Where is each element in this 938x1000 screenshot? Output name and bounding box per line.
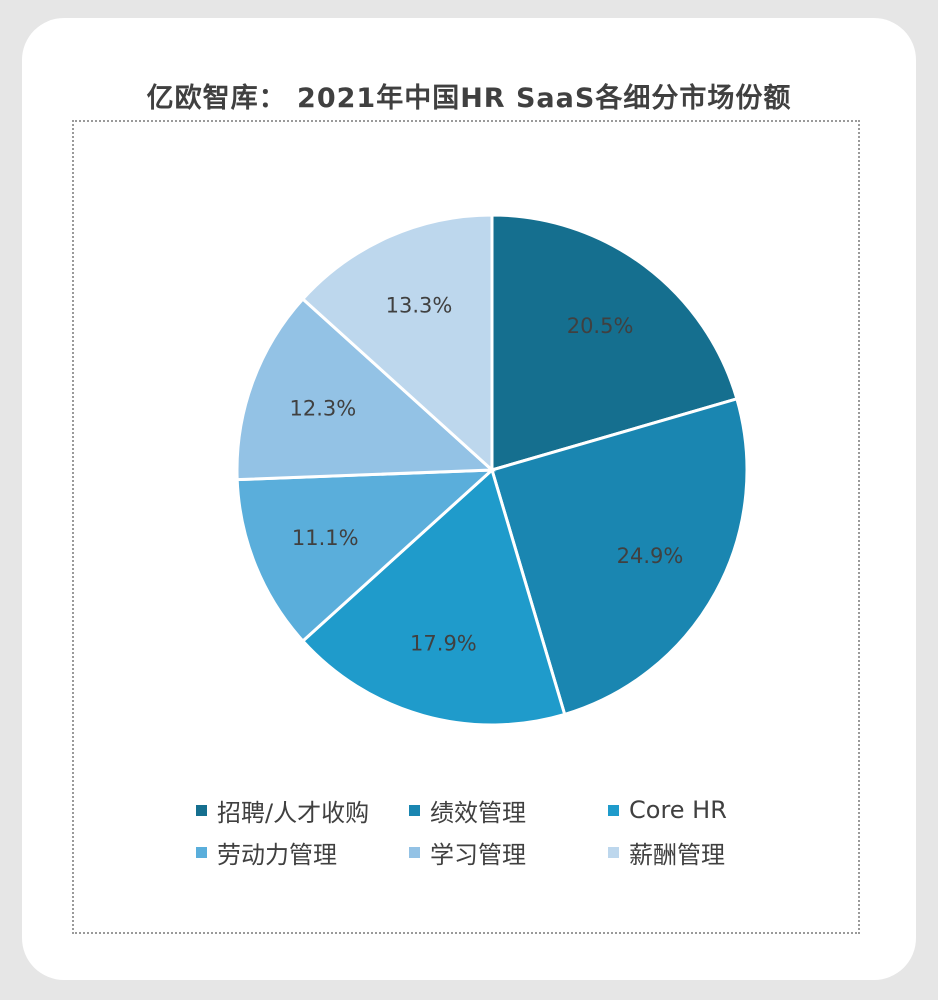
legend-label-4: 学习管理 — [430, 840, 526, 869]
legend-label-5: 薪酬管理 — [629, 840, 725, 869]
slice-label-0: 20.5% — [567, 314, 634, 338]
pie-labels: 20.5% 24.9% 17.9% 11.1% 12.3% 13.3% — [289, 293, 683, 655]
pie-slice-4 — [235, 296, 496, 482]
slice-label-3: 11.1% — [292, 526, 359, 550]
pie-slice-0 — [490, 213, 739, 472]
slice-label-4: 12.3% — [289, 396, 356, 420]
legend-swatch-5 — [608, 846, 619, 858]
pie-slice-5 — [300, 213, 494, 474]
legend-swatch-4 — [409, 846, 420, 858]
legend-item-3: 劳动力管理 — [196, 834, 337, 870]
legend-swatch-1 — [409, 804, 420, 816]
pie-slice-3 — [235, 468, 497, 644]
legend-label-3: 劳动力管理 — [217, 840, 337, 869]
legend-item-0: 招聘/人才收购 — [196, 792, 369, 828]
legend-label-2: Core HR — [629, 796, 727, 824]
plot-area — [72, 120, 860, 934]
legend-item-5: 薪酬管理 — [608, 834, 725, 870]
legend-label-1: 绩效管理 — [430, 798, 526, 827]
pie-slice-2 — [300, 467, 567, 727]
legend-swatch-0 — [196, 804, 207, 816]
legend-swatch-2 — [608, 804, 619, 816]
pie-slice-1 — [490, 396, 749, 717]
legend-item-1: 绩效管理 — [409, 792, 526, 828]
pie-slices — [235, 213, 749, 727]
legend-label-0: 招聘/人才收购 — [217, 798, 370, 827]
legend-item-4: 学习管理 — [409, 834, 526, 870]
legend-item-2: Core HR — [608, 792, 727, 828]
slice-label-5: 13.3% — [386, 293, 453, 317]
slice-label-1: 24.9% — [617, 544, 684, 568]
chart-title: 亿欧智库： 2021年中国HR SaaS各细分市场份额 — [146, 83, 792, 114]
slice-label-2: 17.9% — [410, 631, 477, 655]
legend-swatch-3 — [196, 846, 207, 858]
